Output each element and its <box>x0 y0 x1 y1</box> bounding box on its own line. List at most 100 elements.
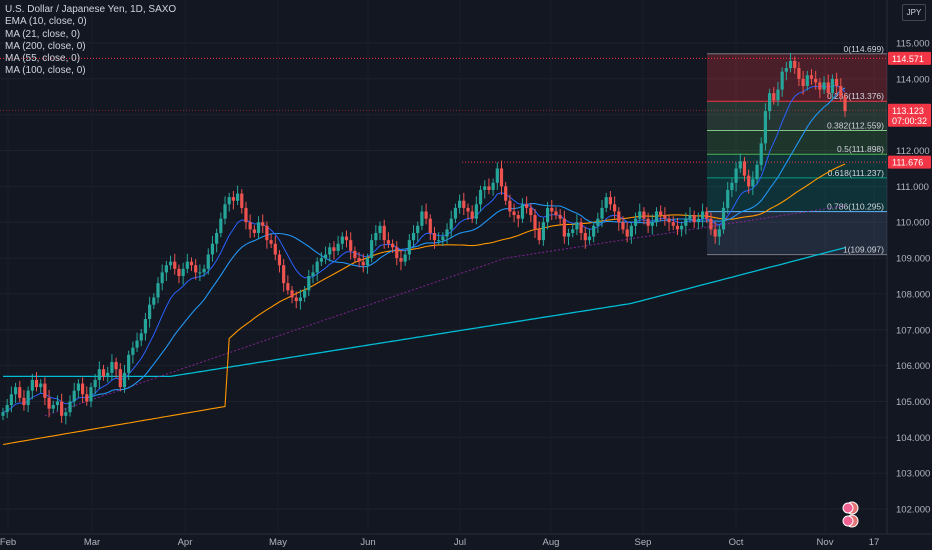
candle-body <box>311 272 315 276</box>
candle-body <box>587 236 592 241</box>
candle-body <box>378 225 382 233</box>
currency-badge[interactable]: JPY <box>902 4 926 21</box>
candle-body <box>654 211 659 223</box>
candle-body <box>709 218 713 230</box>
fib-label: 0.382(112.559) <box>827 121 884 131</box>
indicator-ema10[interactable]: EMA (10, close, 0) <box>5 16 87 28</box>
candle-body <box>692 215 696 223</box>
candle-body <box>22 397 26 406</box>
candle-body <box>629 225 633 237</box>
candle-body <box>168 261 173 266</box>
candle-body <box>617 211 621 223</box>
candle-body <box>432 232 437 241</box>
candle-body <box>575 222 579 230</box>
candle-body <box>554 211 558 216</box>
high-marker-tag <box>888 51 931 65</box>
candle-body <box>160 272 164 284</box>
candle-body <box>470 211 474 219</box>
candles <box>1 53 847 425</box>
indicator-ma200[interactable]: MA (200, close, 0) <box>5 40 86 52</box>
candle-body <box>286 283 290 291</box>
symbol-title[interactable]: U.S. Dollar / Japanese Yen, 1D, SAXO <box>5 4 177 15</box>
candle-body <box>843 96 847 112</box>
candle-body <box>93 379 97 388</box>
candle-body <box>566 232 571 237</box>
time-axis-label: 17 <box>869 537 880 548</box>
candle-body <box>696 218 700 223</box>
candle-body <box>181 268 185 276</box>
candle-body <box>118 369 122 388</box>
candle-body <box>80 383 85 395</box>
candle-body <box>428 218 432 233</box>
candle-body <box>85 394 89 402</box>
fib-label: 1(109.097) <box>843 245 884 255</box>
candle-body <box>583 232 587 241</box>
candle-body <box>667 218 671 223</box>
price-axis-label: 104.000 <box>896 433 930 444</box>
candle-body <box>713 229 717 237</box>
time-axis-label: Jun <box>360 537 375 548</box>
candle-body <box>613 204 617 212</box>
candle-body <box>173 261 177 269</box>
candle-body <box>700 211 705 219</box>
candle-body <box>374 232 378 241</box>
candle-body <box>344 236 349 241</box>
economic-event-icon <box>842 515 854 527</box>
candle-body <box>784 68 788 72</box>
candle-body <box>721 207 726 230</box>
candle-body <box>504 186 508 201</box>
candle-body <box>252 229 256 233</box>
candle-body <box>755 164 759 180</box>
fib-zone <box>707 130 887 155</box>
candle-body <box>395 247 399 259</box>
candle-body <box>788 60 793 69</box>
price-axis-bg <box>887 0 932 550</box>
candle-body <box>495 168 499 183</box>
candle-body <box>148 304 152 320</box>
candle-body <box>445 229 449 237</box>
candle-body <box>47 397 51 409</box>
price-axis-label: 105.000 <box>896 397 930 408</box>
candle-body <box>30 379 34 391</box>
time-axis-label: Mar <box>84 537 100 548</box>
price-axis-label: 106.000 <box>896 361 930 372</box>
candle-body <box>403 254 407 262</box>
candle-body <box>508 200 512 212</box>
candle-body <box>18 387 22 398</box>
candle-body <box>231 197 235 201</box>
candle-body <box>269 240 273 244</box>
candle-body <box>608 197 613 205</box>
candle-body <box>139 333 143 341</box>
level-marker-tag <box>888 155 931 169</box>
candle-body <box>13 387 18 395</box>
candle-body <box>751 179 755 187</box>
candle-body <box>520 204 525 219</box>
price-axis-label: 115.000 <box>896 39 930 50</box>
time-axis-label: Apr <box>178 537 193 548</box>
candle-body <box>822 82 826 90</box>
candle-body <box>202 268 206 273</box>
candle-body <box>114 362 118 370</box>
candle-body <box>315 261 319 273</box>
time-axis-label: Sep <box>635 537 652 548</box>
candle-body <box>256 222 261 233</box>
candle-body <box>353 250 357 259</box>
indicator-ma100[interactable]: MA (100, close, 0) <box>5 65 86 77</box>
candle-body <box>399 258 403 262</box>
candle-body <box>227 197 231 205</box>
candle-body <box>688 215 692 219</box>
indicator-ma55[interactable]: MA (55, close, 0) <box>5 53 81 65</box>
candle-body <box>487 186 491 190</box>
candle-body <box>382 225 386 241</box>
candle-body <box>726 189 730 208</box>
candle-body <box>370 240 374 259</box>
candle-body <box>328 247 332 255</box>
indicator-ma21[interactable]: MA (21, close, 0) <box>5 28 81 40</box>
candle-body <box>763 111 768 144</box>
candle-body <box>579 222 583 233</box>
candle-body <box>185 261 189 269</box>
candle-body <box>462 200 466 208</box>
candle-body <box>365 258 370 266</box>
candle-body <box>642 211 646 219</box>
